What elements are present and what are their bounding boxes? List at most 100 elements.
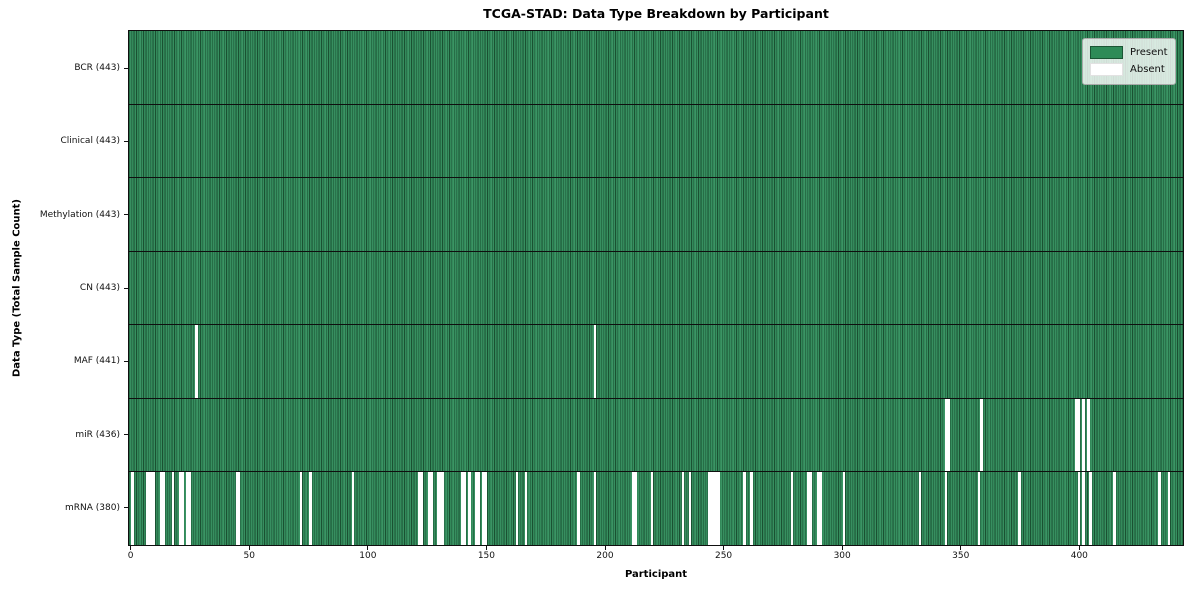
- x-tick-mark: [248, 546, 250, 550]
- x-tick-label: 300: [833, 551, 851, 561]
- absent-stripe: [980, 398, 983, 472]
- absent-stripe: [238, 472, 241, 546]
- absent-stripe: [437, 472, 440, 546]
- absent-stripe: [816, 472, 820, 546]
- absent-stripe: [717, 472, 720, 546]
- absent-stripe: [1077, 398, 1081, 472]
- y-tick-mark: [124, 67, 128, 69]
- absent-stripe: [650, 472, 654, 546]
- x-tick-label: 200: [596, 551, 614, 561]
- x-tick-label: 50: [243, 551, 255, 561]
- absent-stripe: [188, 472, 191, 546]
- absent-stripe: [1087, 398, 1090, 472]
- y-tick-mark: [124, 287, 128, 289]
- absent-stripe: [131, 472, 134, 546]
- absent-stripe: [593, 325, 597, 398]
- y-tick-mark: [124, 507, 128, 509]
- absent-stripe: [181, 472, 184, 546]
- data-type-row-clinical: [129, 104, 1183, 179]
- absent-stripe: [712, 472, 715, 546]
- x-tick-label: 100: [359, 551, 377, 561]
- absent-stripe: [790, 472, 794, 546]
- absent-stripe: [750, 472, 753, 546]
- absent-stripe: [418, 472, 421, 546]
- absent-stripe: [807, 472, 810, 546]
- absent-stripe: [944, 398, 948, 472]
- y-tick-label: Clinical (443): [60, 136, 120, 147]
- absent-stripe: [484, 472, 488, 546]
- absent-stripe: [710, 472, 713, 546]
- absent-stripe: [299, 472, 303, 546]
- absent-stripe: [171, 472, 175, 546]
- absent-stripe: [1113, 472, 1116, 546]
- absent-stripe: [162, 472, 165, 546]
- absent-stripe: [688, 472, 692, 546]
- data-type-row-maf: [129, 325, 1183, 399]
- absent-stripe: [1075, 398, 1078, 472]
- absent-stripe: [430, 472, 433, 546]
- absent-stripe: [147, 472, 151, 546]
- absent-stripe: [351, 472, 355, 546]
- x-tick-mark: [841, 546, 843, 550]
- present-swatch-icon: [1090, 46, 1123, 59]
- legend-item-absent: Absent: [1090, 61, 1167, 78]
- absent-stripe: [631, 472, 635, 546]
- x-tick-mark: [130, 546, 132, 550]
- absent-stripe: [1077, 472, 1081, 546]
- absent-stripe: [482, 472, 485, 546]
- chart-title: TCGA-STAD: Data Type Breakdown by Partic…: [483, 6, 829, 21]
- absent-stripe: [944, 472, 948, 546]
- absent-stripe: [309, 472, 312, 546]
- absent-stripe: [714, 472, 718, 546]
- absent-stripe: [145, 472, 148, 546]
- x-axis-title: Participant: [624, 569, 688, 580]
- y-tick-label: mRNA (380): [65, 502, 120, 513]
- y-tick-label: BCR (443): [74, 63, 120, 74]
- y-tick-mark: [124, 214, 128, 216]
- x-tick-label: 0: [127, 551, 134, 561]
- y-tick-mark: [124, 140, 128, 142]
- y-tick-mark: [124, 360, 128, 362]
- absent-stripe: [1158, 472, 1161, 546]
- x-tick-mark: [367, 546, 369, 550]
- data-type-row-bcr: [129, 31, 1183, 105]
- x-tick-label: 400: [1070, 551, 1088, 561]
- absent-stripe: [918, 472, 922, 546]
- absent-stripe: [515, 472, 518, 546]
- y-tick-label: Methylation (443): [39, 209, 120, 220]
- data-type-row-cn: [129, 251, 1183, 326]
- absent-stripe: [427, 472, 431, 546]
- plot-area: [128, 30, 1184, 546]
- absent-stripe: [1089, 472, 1092, 546]
- absent-stripe: [743, 472, 746, 546]
- absent-stripe: [159, 472, 163, 546]
- absent-stripe: [150, 472, 153, 546]
- absent-stripe: [152, 472, 156, 546]
- x-tick-mark: [485, 546, 487, 550]
- legend-item-present: Present: [1090, 44, 1168, 61]
- x-tick-label: 350: [952, 551, 970, 561]
- absent-stripe: [1167, 472, 1171, 546]
- x-tick-mark: [604, 546, 606, 550]
- absent-stripe: [463, 472, 466, 546]
- x-tick-mark: [723, 546, 725, 550]
- absent-stripe: [461, 472, 464, 546]
- absent-stripe: [947, 398, 950, 472]
- legend-present-label: Present: [1130, 47, 1168, 58]
- absent-stripe: [468, 472, 471, 546]
- y-tick-label: MAF (441): [73, 356, 120, 367]
- absent-stripe: [707, 472, 711, 546]
- absent-stripe: [442, 472, 445, 546]
- y-tick-label: CN (443): [79, 283, 120, 293]
- absent-stripe: [195, 325, 198, 398]
- legend: Present Absent: [1082, 38, 1176, 85]
- absent-stripe: [178, 472, 182, 546]
- y-tick-label: miR (436): [75, 429, 120, 440]
- x-tick-label: 250: [714, 551, 733, 561]
- absent-stripe: [978, 472, 981, 546]
- absent-stripe: [1018, 472, 1021, 546]
- absent-stripe: [235, 472, 239, 546]
- absent-stripe: [525, 472, 528, 546]
- absent-stripe: [475, 472, 478, 546]
